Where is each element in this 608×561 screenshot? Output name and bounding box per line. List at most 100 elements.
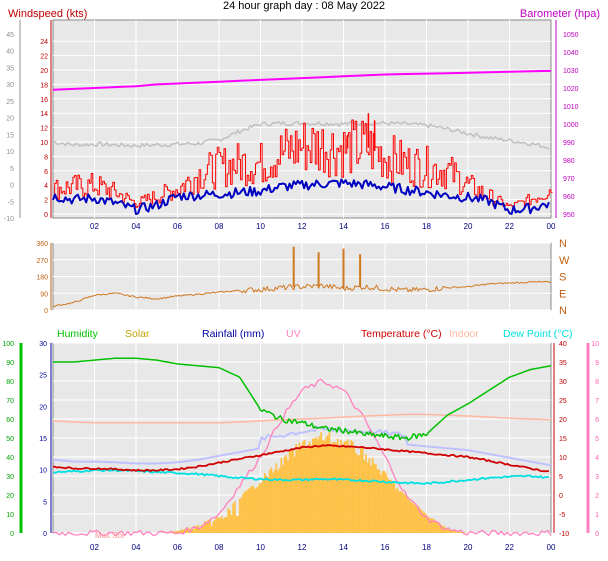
humidity-y-tick: 100 xyxy=(2,341,14,348)
solar-bar xyxy=(453,530,455,533)
solar-bar xyxy=(267,477,269,533)
solar-bar xyxy=(376,469,379,533)
lavender-line xyxy=(52,426,552,467)
wind-x-tick-label: 08 xyxy=(215,222,224,231)
bearing-compass-label: W xyxy=(559,255,570,267)
solar-bar xyxy=(408,499,411,533)
solar-bar xyxy=(222,518,225,533)
solar-bar xyxy=(207,519,210,533)
solar-bar xyxy=(219,518,221,533)
temp-x-tick-label: 10 xyxy=(256,543,265,552)
solar-bar xyxy=(413,504,416,533)
page-title: 24 hour graph day : 08 May 2022 xyxy=(222,0,386,12)
solar-bar xyxy=(223,517,226,533)
baro-y-tick: 960 xyxy=(563,194,575,201)
solar-bar xyxy=(388,479,391,533)
temp-y-tick: -5 xyxy=(559,512,565,519)
solar-bar xyxy=(438,523,440,533)
solar-bar xyxy=(426,516,429,533)
temp-y-tick: 5 xyxy=(559,474,563,481)
wind-x-tick-label: 12 xyxy=(298,222,307,231)
solar-bar xyxy=(313,438,316,533)
temperature-line xyxy=(52,444,549,473)
solar-bar xyxy=(318,436,321,533)
solar-bar xyxy=(255,487,258,533)
solar-bar xyxy=(262,480,264,533)
rain-y-tick: 5 xyxy=(43,499,47,506)
solar-bar xyxy=(195,525,198,533)
solar-bar xyxy=(371,457,374,533)
rain-y-tick: 25 xyxy=(39,373,47,380)
solar-bar xyxy=(228,510,231,533)
baro-y-tick: 1040 xyxy=(563,50,579,57)
solar-bar xyxy=(230,515,233,533)
solar-bar xyxy=(340,439,342,533)
solar-bar xyxy=(350,440,352,533)
uv-y-tick: 6 xyxy=(595,417,599,424)
solar-bar xyxy=(393,483,396,533)
solar-bar xyxy=(418,506,420,533)
solar-bar xyxy=(282,465,284,533)
legend-item: Temperature (°C) xyxy=(361,328,442,340)
wind-y-tick-outer: -10 xyxy=(4,216,14,223)
solar-bar xyxy=(326,435,329,533)
solar-bar xyxy=(439,524,442,533)
solar-bar xyxy=(346,439,349,533)
solar-bar xyxy=(306,445,309,533)
solar-bar xyxy=(200,525,203,533)
solar-bar xyxy=(300,445,303,533)
solar-bar xyxy=(419,509,422,533)
solar-bar xyxy=(202,524,205,533)
wind-y-tick-kts: 20 xyxy=(40,68,48,75)
solar-bar xyxy=(275,463,278,533)
solar-bar xyxy=(360,447,362,533)
solar-bar xyxy=(428,517,430,533)
wind-y-tick-kts: 16 xyxy=(40,97,48,104)
uv-y-tick: 7 xyxy=(595,398,599,405)
solar-bar xyxy=(458,531,460,533)
solar-bar xyxy=(305,449,308,533)
indoor-line xyxy=(52,413,552,424)
solar-bar xyxy=(292,449,294,533)
solar-bar xyxy=(335,442,337,533)
humidity-y-tick: 60 xyxy=(6,417,14,424)
solar-bar xyxy=(273,470,276,533)
solar-bar xyxy=(355,453,357,533)
temp-x-tick-label: 08 xyxy=(215,543,224,552)
baro-y-tick: 950 xyxy=(563,212,575,219)
solar-bar xyxy=(361,448,364,533)
humidity-line xyxy=(53,357,552,441)
solar-bar xyxy=(320,432,323,533)
solar-bar xyxy=(220,515,223,533)
temp-x-tick-label: 16 xyxy=(381,543,390,552)
wind-x-tick-label: 04 xyxy=(132,222,141,231)
humidity-y-tick: 0 xyxy=(10,531,14,538)
solar-bar xyxy=(225,517,228,533)
solar-bar xyxy=(446,528,449,533)
wind-y-tick-outer: 10 xyxy=(6,149,14,156)
baro-y-tick: 980 xyxy=(563,158,575,165)
solar-bar xyxy=(217,517,220,533)
wind-x-tick-label: 02 xyxy=(90,222,99,231)
baro-y-tick: 1030 xyxy=(563,68,579,75)
gust-line xyxy=(53,119,553,208)
baro-y-tick: 990 xyxy=(563,140,575,147)
solar-bar xyxy=(182,529,185,533)
solar-bar xyxy=(205,521,208,533)
temp-x-tick-label: 18 xyxy=(422,543,431,552)
solar-bar xyxy=(333,441,336,533)
solar-bar xyxy=(351,441,354,533)
solar-bar xyxy=(177,530,180,533)
wind-x-tick-label: 00 xyxy=(547,222,556,231)
solar-bar xyxy=(436,522,439,533)
solar-bar xyxy=(311,438,314,533)
solar-bar xyxy=(287,460,289,533)
solar-bar xyxy=(209,519,211,533)
solar-bar xyxy=(431,518,434,533)
solar-bar xyxy=(454,530,457,533)
solar-bar xyxy=(315,437,318,533)
solar-bar xyxy=(433,519,435,533)
wind-y-tick-kts: 4 xyxy=(44,183,48,190)
bearing-y-tick: 270 xyxy=(36,258,48,265)
solar-bar xyxy=(380,474,382,533)
